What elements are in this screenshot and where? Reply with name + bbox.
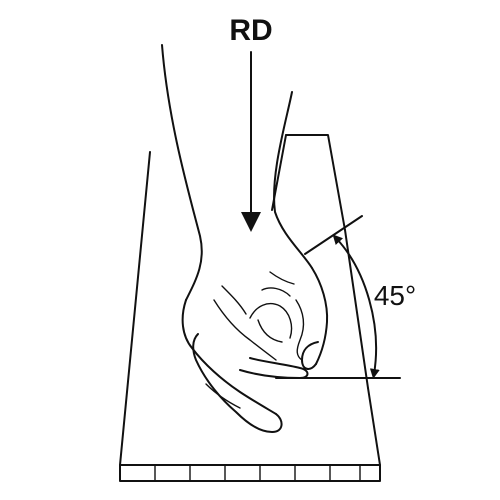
finger-crease-1 [249, 302, 293, 339]
hand-illustration [161, 44, 329, 433]
index-finger-outer [311, 267, 329, 365]
board-base-ticks [154, 464, 361, 482]
board-right-edge [367, 387, 381, 466]
arrow-down-icon [241, 212, 261, 232]
forearm-left-contour [161, 44, 203, 301]
board [119, 151, 381, 482]
index-finger-tip [301, 341, 319, 370]
goniometer-arm-top [285, 134, 346, 231]
palm-crease [213, 299, 277, 361]
board-base [119, 464, 381, 482]
palm-crease-2 [221, 285, 247, 315]
finger-crease-2 [257, 319, 283, 343]
thumb-crease [205, 383, 241, 409]
board-left-edge [119, 151, 151, 466]
thumb-contour [192, 333, 283, 433]
direction-label: RD [229, 14, 272, 47]
finger-crease-3 [261, 287, 291, 297]
palm-left-edge [181, 299, 277, 415]
reference-line-upper [304, 215, 363, 255]
knuckle-line [269, 271, 295, 285]
middle-finger [239, 357, 309, 379]
angle-label: 45° [374, 280, 416, 311]
finger-crease-4 [295, 299, 305, 361]
angle-arc-icon [332, 234, 380, 379]
forearm-right-contour [273, 91, 313, 269]
